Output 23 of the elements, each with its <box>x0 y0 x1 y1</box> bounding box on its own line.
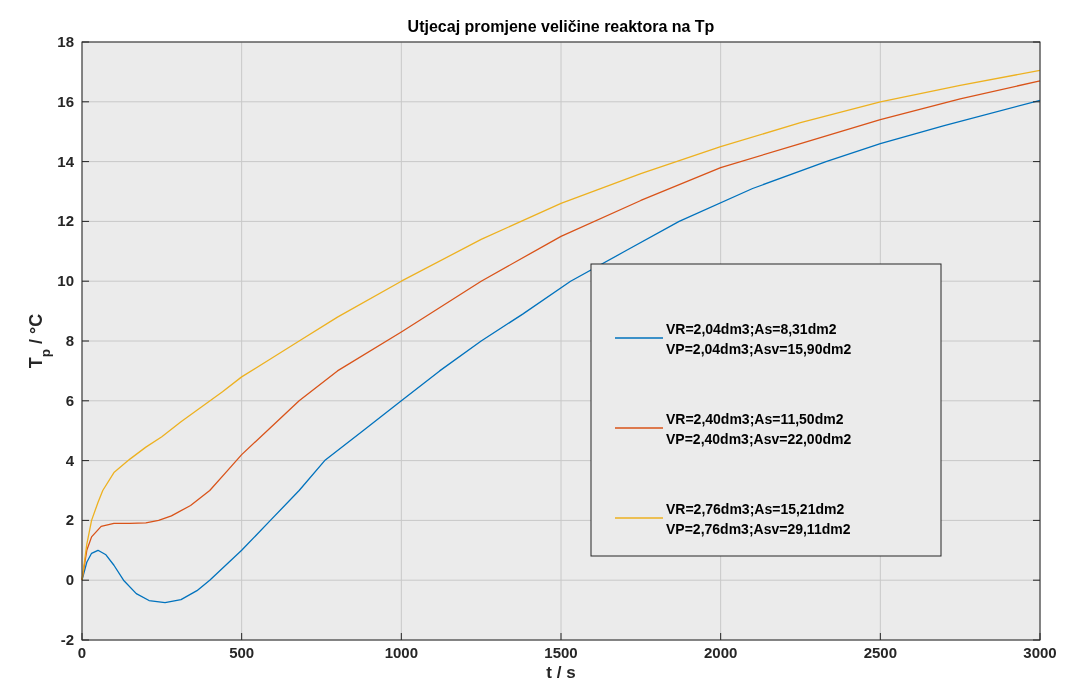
y-tick-label: 4 <box>65 451 75 469</box>
y-tick-label: 16 <box>57 92 74 110</box>
legend-label: VR=2,04dm3;As=8,31dm2 VP=2,04dm3;Asv=15,90dm2 <box>666 321 852 357</box>
y-tick-label: 8 <box>65 332 74 349</box>
y-tick-label: 12 <box>57 212 74 230</box>
y-tick-label: 18 <box>57 33 74 50</box>
legend-label: VR=2,76dm3;As=15,21dm2 VP=2,76dm3;Asv=29,11dm2 <box>666 501 851 537</box>
x-axis-title: t / s <box>546 663 576 682</box>
x-tick-label: 2500 <box>863 644 898 661</box>
x-tick-label: 1000 <box>384 644 419 661</box>
x-tick-label: 0 <box>77 644 87 661</box>
y-tick-label: -2 <box>60 631 74 648</box>
y-tick-label: 10 <box>57 272 74 290</box>
y-tick-label: 0 <box>65 571 74 589</box>
y-tick-label: 2 <box>65 511 74 529</box>
x-tick-label: 3000 <box>1023 644 1057 661</box>
legend-label: VR=2,40dm3;As=11,50dm2 VP=2,40dm3;Asv=22,00dm2 <box>666 411 852 447</box>
chart-title: Utjecaj promjene veličine reaktora na Tp <box>407 18 715 35</box>
x-tick-label: 500 <box>229 644 255 661</box>
x-tick-label: 2000 <box>703 644 738 661</box>
x-tick-label: 1500 <box>544 644 578 661</box>
y-tick-label: 14 <box>57 152 75 170</box>
y-tick-label: 6 <box>65 391 74 409</box>
